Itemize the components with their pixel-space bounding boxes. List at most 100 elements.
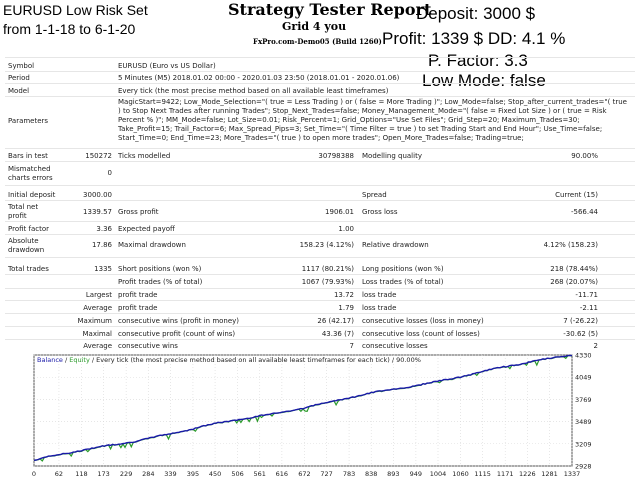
average2-label: Average [83, 342, 112, 350]
average-label: Average [83, 304, 112, 312]
x-tick-1226: 1226 [519, 470, 536, 478]
x-tick-838: 838 [365, 470, 377, 478]
gross-loss-value: -566.44 [570, 208, 598, 216]
parameters-label: Parameters [8, 117, 49, 125]
x-tick-783: 783 [343, 470, 355, 478]
net-profit-label-2: profit [8, 212, 27, 220]
x-tick-1171: 1171 [497, 470, 514, 478]
average-loss-label: loss trade [362, 304, 397, 312]
legend-balance: Balance [37, 356, 63, 364]
symbol-value: EURUSD (Euro vs US Dollar) [118, 62, 216, 70]
maximal-loss-value: -30.62 (5) [563, 330, 598, 338]
x-tick-118: 118 [75, 470, 87, 478]
largest-loss-label: loss trade [362, 291, 397, 299]
long-positions-label: Long positions (won %) [362, 265, 444, 273]
legend-description: / Every tick (the most precise method ba… [90, 356, 421, 364]
expected-payoff-value: 1.00 [338, 225, 354, 233]
x-tick-506: 506 [231, 470, 243, 478]
total-trades-value: 1335 [94, 265, 112, 273]
absolute-dd-label-1: Absolute [8, 237, 39, 245]
max-consec-wins-label: consecutive wins (profit in money) [118, 317, 240, 325]
x-tick-727: 727 [320, 470, 332, 478]
maximal-dd-label: Maximal drawdown [118, 241, 186, 249]
overlay-profit-dd: Profit: 1339 $ DD: 4.1 % [382, 29, 566, 48]
avg-consec-wins-label: consecutive wins [118, 342, 178, 350]
avg-consec-wins-value: 7 [349, 342, 354, 350]
largest-label: Largest [85, 291, 112, 299]
overlay-profit-factor: P. Factor: 3.3 [428, 51, 528, 70]
max-consec-losses-label: consecutive losses (loss in money) [362, 317, 484, 325]
x-tick-450: 450 [209, 470, 221, 478]
spread-label: Spread [362, 191, 387, 199]
balance-line [33, 354, 573, 461]
largest-profit-value: 13.72 [333, 291, 354, 299]
gross-loss-label: Gross loss [362, 208, 398, 216]
avg-consec-losses-label: consecutive losses [362, 342, 428, 350]
loss-trades-label: Loss trades (% of total) [362, 278, 444, 286]
relative-dd-value: 4.12% (158.23) [543, 241, 598, 249]
gross-profit-value: 1906.01 [325, 208, 354, 216]
x-tick-1060: 1060 [452, 470, 469, 478]
x-tick-1281: 1281 [541, 470, 558, 478]
x-tick-949: 949 [410, 470, 422, 478]
corner-caption-line1: EURUSD Low Risk Set [3, 2, 148, 18]
net-profit-label-1: Total net [8, 203, 39, 211]
quality-value: 90.00% [571, 152, 598, 160]
server-build: FxPro.com-Demo05 (Build 1260) [253, 37, 382, 46]
x-tick-229: 229 [120, 470, 132, 478]
absolute-dd-label-2: drawdown [8, 246, 45, 254]
initial-deposit-label: Initial deposit [8, 191, 56, 199]
mismatch-value: 0 [107, 169, 112, 177]
ticks-value: 30798388 [318, 152, 354, 160]
expected-payoff-label: Expected payoff [118, 225, 175, 233]
x-tick-173: 173 [97, 470, 109, 478]
x-tick-893: 893 [387, 470, 399, 478]
symbol-label: Symbol [8, 62, 35, 70]
overlay-low-mode: Low Mode: false [422, 71, 546, 90]
long-positions-value: 218 (78.44%) [550, 265, 598, 273]
maximum-label: Maximum [77, 317, 113, 325]
largest-loss-value: -11.71 [575, 291, 598, 299]
mismatch-label-2: charts errors [8, 174, 53, 182]
x-tick-1115: 1115 [474, 470, 491, 478]
largest-profit-label: profit trade [118, 291, 158, 299]
overlay-deposit: Deposit: 3000 $ [416, 4, 536, 23]
parameters-value: MagicStart=9422; Low_Mode_Selection="( t… [118, 98, 627, 142]
chart-legend: Balance / Equity / Every tick (the most … [37, 356, 421, 364]
legend-sep: / [63, 356, 69, 364]
report-title: Strategy Tester Report [228, 0, 432, 19]
x-tick-339: 339 [164, 470, 176, 478]
short-positions-label: Short positions (won %) [118, 265, 202, 273]
x-tick-672: 672 [298, 470, 310, 478]
maximal-label: Maximal [82, 330, 112, 338]
maximal-loss-label: consecutive loss (count of losses) [362, 330, 480, 338]
quality-label: Modelling quality [362, 152, 422, 160]
profit-trades-value: 1067 (79.93%) [301, 278, 354, 286]
x-tick-62: 62 [55, 470, 63, 478]
total-trades-label: Total trades [8, 265, 49, 273]
avg-consec-losses-value: 2 [593, 342, 598, 350]
average-loss-value: -2.11 [579, 304, 598, 312]
net-profit-value: 1339.57 [83, 208, 112, 216]
absolute-dd-value: 17.86 [91, 241, 112, 249]
max-consec-losses-value: 7 (-26.22) [563, 317, 598, 325]
y-tick-3209: 3209 [575, 440, 592, 448]
y-tick-3489: 3489 [575, 418, 592, 426]
maximal-dd-value: 158.23 (4.12%) [299, 241, 354, 249]
profit-factor-label: Profit factor [8, 225, 49, 233]
x-tick-284: 284 [142, 470, 154, 478]
x-tick-561: 561 [254, 470, 266, 478]
period-value: 5 Minutes (M5) 2018.01.02 00:00 - 2020.0… [118, 74, 400, 82]
mismatch-label-1: Mismatched [8, 165, 51, 173]
initial-deposit-value: 3000.00 [83, 191, 112, 199]
bars-value: 150272 [85, 152, 112, 160]
x-tick-395: 395 [187, 470, 199, 478]
y-tick-3769: 3769 [575, 396, 592, 404]
ea-name: Grid 4 you [282, 20, 347, 33]
x-tick-1337: 1337 [564, 470, 581, 478]
profit-trades-label: Profit trades (% of total) [118, 278, 203, 286]
maximal-profit-label: consecutive profit (count of wins) [118, 330, 236, 338]
y-tick-2928: 2928 [575, 463, 592, 471]
maximal-profit-value: 43.36 (7) [321, 330, 354, 338]
model-label: Model [8, 87, 30, 95]
